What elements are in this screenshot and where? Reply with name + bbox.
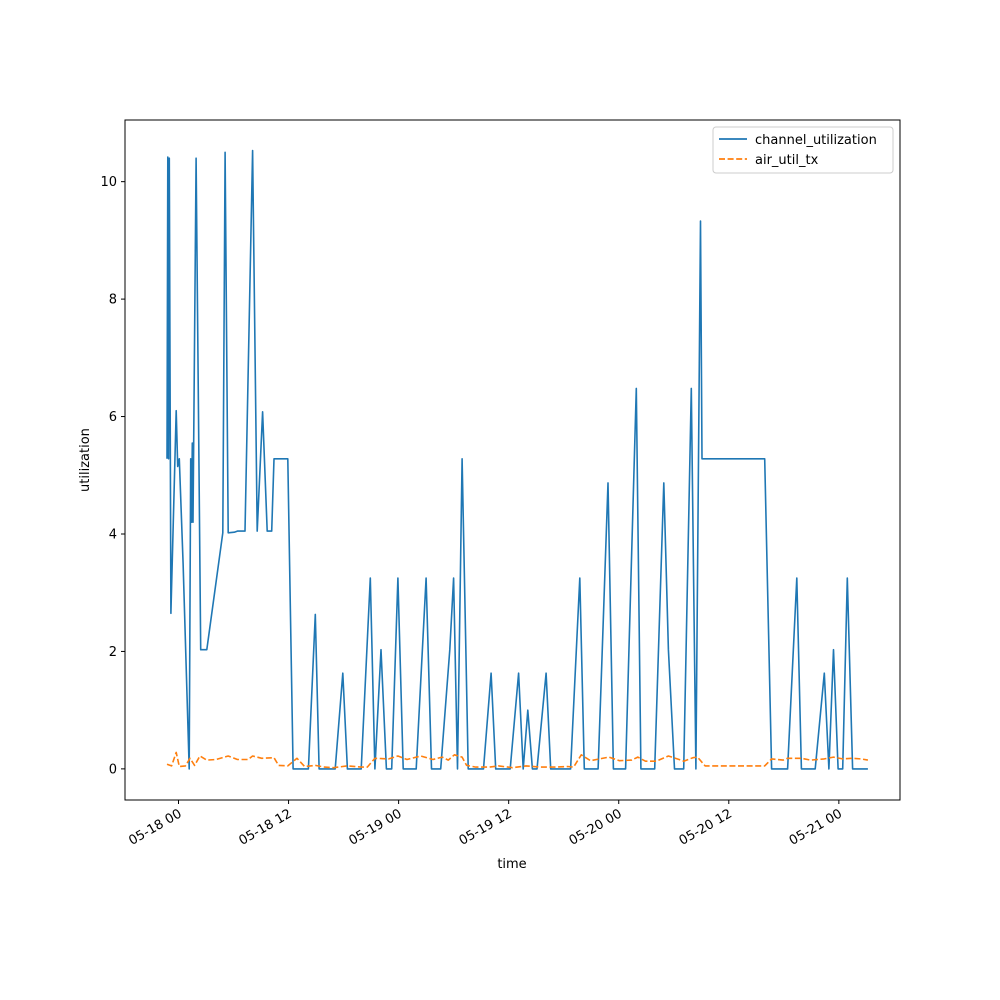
y-tick-label: 0 [109,762,117,777]
y-tick-label: 2 [109,645,117,660]
x-axis-label: time [497,857,526,872]
axes-background [125,120,900,800]
y-tick-label: 8 [109,293,117,308]
series-line-channel-utilization [166,149,868,770]
series-line-air-util-tx [166,751,869,769]
legend-label-air-util-tx: air_util_tx [755,153,819,168]
legend-label-channel-utilization: channel_utilization [755,133,877,148]
axes-frame [124,119,901,801]
series-layer [166,149,869,770]
plot-area [124,119,901,801]
y-tick-label: 4 [109,527,117,542]
y-axis: 0 2 4 6 8 10 [100,175,125,777]
y-axis-label: utilization [78,428,93,492]
y-tick-label: 10 [100,175,117,190]
legend: channel_utilization air_util_tx [712,126,894,174]
y-tick-label: 6 [109,410,117,425]
legend-box [712,126,894,174]
